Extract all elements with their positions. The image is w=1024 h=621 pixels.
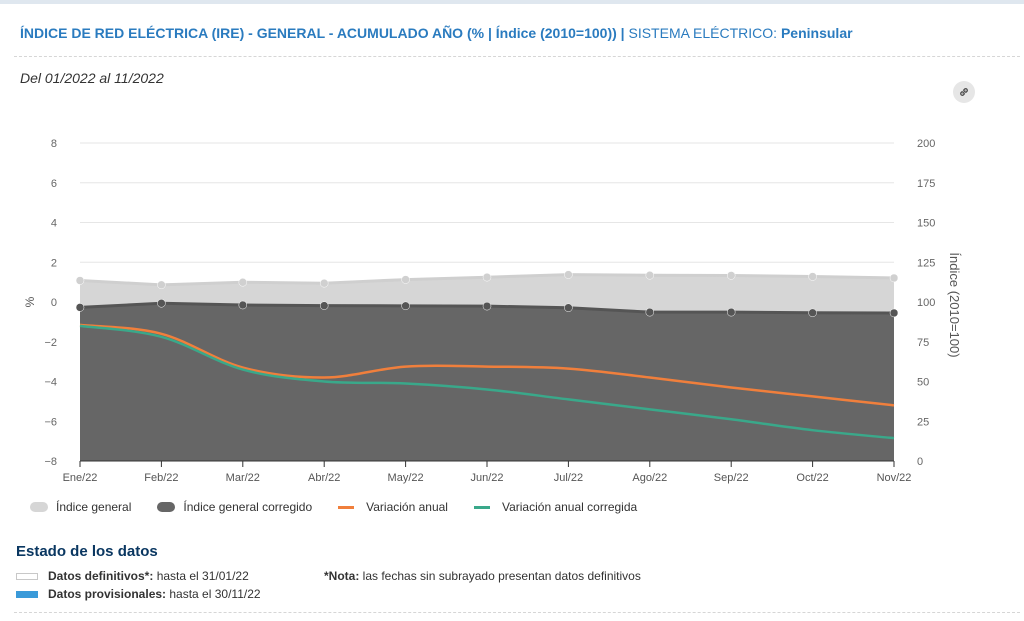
data-point (482, 272, 492, 282)
line-variacion-anual (79, 323, 895, 407)
share-link-button[interactable] (953, 81, 975, 103)
chart-title: ÍNDICE DE RED ELÉCTRICA (IRE) - GENERAL … (20, 25, 853, 41)
data-point (75, 276, 85, 285)
data-point (482, 301, 492, 311)
data-point (645, 307, 655, 317)
left-tick-label: 8 (51, 138, 57, 150)
date-range: Del 01/2022 al 11/2022 (20, 70, 164, 86)
definitive-label: Datos definitivos*: (48, 569, 154, 583)
point-layer (75, 270, 899, 318)
data-point (157, 299, 166, 308)
title-separator: | (616, 25, 629, 41)
footer-divider (14, 612, 1020, 613)
legend-item-indice-corregido[interactable]: Índice general corregido (157, 500, 312, 514)
left-tick-label: −4 (44, 377, 57, 389)
data-point (808, 308, 817, 318)
data-point (564, 270, 573, 279)
right-tick-label: 100 (917, 297, 935, 309)
x-tick-label: Nov/22 (877, 472, 912, 484)
note-label: *Nota: (324, 569, 360, 583)
left-tick-label: 6 (51, 178, 57, 190)
x-tick-label: Feb/22 (144, 472, 178, 484)
x-tick-label: Ene/22 (63, 472, 98, 484)
note-text: las fechas sin subrayado presentan datos… (359, 569, 641, 583)
legend-swatch (30, 502, 48, 512)
header-divider (14, 56, 1020, 57)
legend-label: Índice general (56, 500, 132, 514)
right-tick-label: 0 (917, 456, 923, 468)
right-tick-label: 175 (917, 178, 935, 190)
x-tick-label: Oct/22 (796, 472, 828, 484)
system-value[interactable]: Peninsular (780, 25, 853, 41)
right-tick-label: 25 (917, 416, 929, 428)
legend-label: Variación anual (366, 500, 448, 514)
x-tick-label: May/22 (388, 472, 424, 484)
provisional-value: hasta el 30/11/22 (166, 587, 261, 601)
legend-label: Variación anual corregida (501, 500, 638, 514)
legend-item-indice-general[interactable]: Índice general (30, 500, 131, 514)
data-point (401, 301, 410, 311)
top-rule (0, 0, 1024, 4)
right-tick-label: 200 (917, 138, 935, 150)
data-point (726, 271, 736, 280)
x-tick-label: Abr/22 (308, 472, 340, 484)
data-point (808, 272, 817, 281)
line-variacion-corregida (79, 324, 895, 440)
data-point (157, 280, 166, 290)
legend-swatch (473, 505, 490, 509)
x-tick-label: Jul/22 (554, 472, 583, 484)
left-tick-label: 4 (51, 218, 57, 230)
link-icon (960, 88, 968, 96)
chart-svg: 8 200 6 175 4 150 2 125 0 100 −2 75 −4 50 −6 25 −8 0 Ene/2… (23, 138, 962, 484)
provisional-swatch (16, 590, 38, 598)
x-tick-label: Mar/22 (226, 472, 260, 484)
left-tick-label: 2 (51, 257, 57, 269)
data-point (564, 303, 573, 312)
data-point (889, 273, 899, 283)
axis-layer: 8 200 6 175 4 150 2 125 0 100 −2 75 −4 50 −6 25 −8 0 Ene/2… (23, 138, 962, 484)
right-tick-label: 150 (917, 218, 935, 230)
data-point (401, 275, 410, 284)
left-tick-label: −8 (44, 456, 57, 468)
data-note: *Nota: las fechas sin subrayado presenta… (324, 569, 641, 583)
legend-item-variacion-corregida[interactable]: Variación anual corregida (473, 500, 638, 514)
x-tick-label: Ago/22 (632, 472, 667, 484)
line-layer (79, 323, 895, 440)
chart-legend: Índice general Índice general corregido … (30, 500, 663, 514)
data-point (319, 301, 329, 310)
legend-label: Índice general corregido (183, 500, 313, 514)
legend-swatch (157, 502, 176, 512)
right-tick-label: 75 (917, 337, 929, 349)
left-axis-title: % (23, 296, 37, 307)
x-tick-label: Jun/22 (470, 472, 503, 484)
right-axis-title: Índice (2010=100) (947, 252, 962, 357)
left-tick-label: 0 (51, 297, 57, 309)
right-tick-label: 50 (917, 377, 929, 389)
legend-swatch (338, 505, 355, 509)
data-status-title: Estado de los datos (16, 543, 158, 560)
definitive-value: hasta el 31/01/22 (153, 569, 249, 583)
data-point (75, 303, 85, 312)
data-point (645, 271, 655, 280)
definitive-swatch (16, 572, 38, 580)
provisional-label: Datos provisionales: (48, 587, 167, 601)
data-point (889, 308, 899, 318)
right-tick-label: 125 (917, 257, 935, 269)
left-tick-label: −2 (44, 337, 57, 349)
title-text: ÍNDICE DE RED ELÉCTRICA (IRE) - GENERAL … (20, 25, 617, 41)
left-tick-label: −6 (44, 416, 57, 428)
data-point (238, 278, 248, 287)
provisional-data-row: Datos provisionales: hasta el 30/11/22 (16, 587, 261, 601)
legend-item-variacion-anual[interactable]: Variación anual (338, 500, 448, 514)
data-point (319, 278, 329, 288)
x-tick-label: Sep/22 (714, 472, 749, 484)
area-indice-corregido (80, 303, 894, 461)
system-label: SISTEMA ELÉCTRICO: (628, 25, 781, 41)
data-point (238, 300, 248, 310)
data-point (726, 307, 736, 317)
definitive-data-row: Datos definitivos*: hasta el 31/01/22 (16, 569, 249, 583)
